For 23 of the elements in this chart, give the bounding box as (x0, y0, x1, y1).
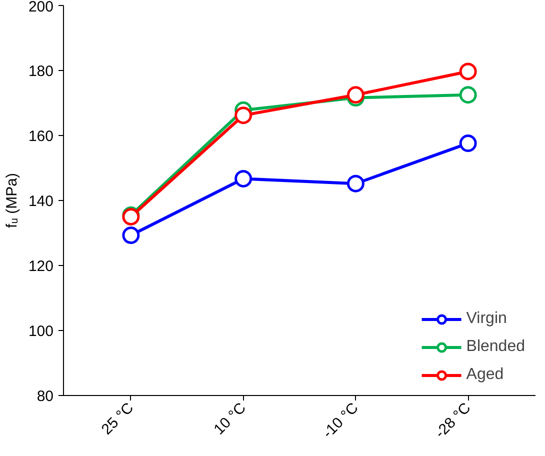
legend-label: Aged (466, 366, 504, 384)
point (234, 106, 252, 124)
x-tick-label: -10 °C (319, 399, 362, 442)
point (459, 86, 477, 104)
point (234, 170, 252, 188)
y-tick-label: 200 (28, 0, 54, 16)
legend-label: Virgin (466, 310, 507, 328)
y-tick-label: 100 (28, 323, 54, 340)
point (346, 174, 364, 192)
legend-label: Blended (466, 338, 525, 356)
x-tick-label: 25 °C (98, 399, 138, 438)
y-axis-title: fᵤ (MPa) (3, 173, 20, 228)
y-tick-label: 160 (28, 128, 54, 145)
y-tick-label: 80 (36, 388, 54, 405)
y-tick-label: 120 (28, 258, 54, 275)
point (459, 134, 477, 152)
point (122, 226, 140, 244)
y-tick-label: 140 (28, 193, 54, 210)
y-tick-label: 180 (28, 63, 54, 80)
x-tick-label: 10 °C (210, 399, 250, 438)
x-tick-label: -28 °C (432, 399, 474, 442)
point (346, 86, 364, 104)
point (459, 62, 477, 80)
